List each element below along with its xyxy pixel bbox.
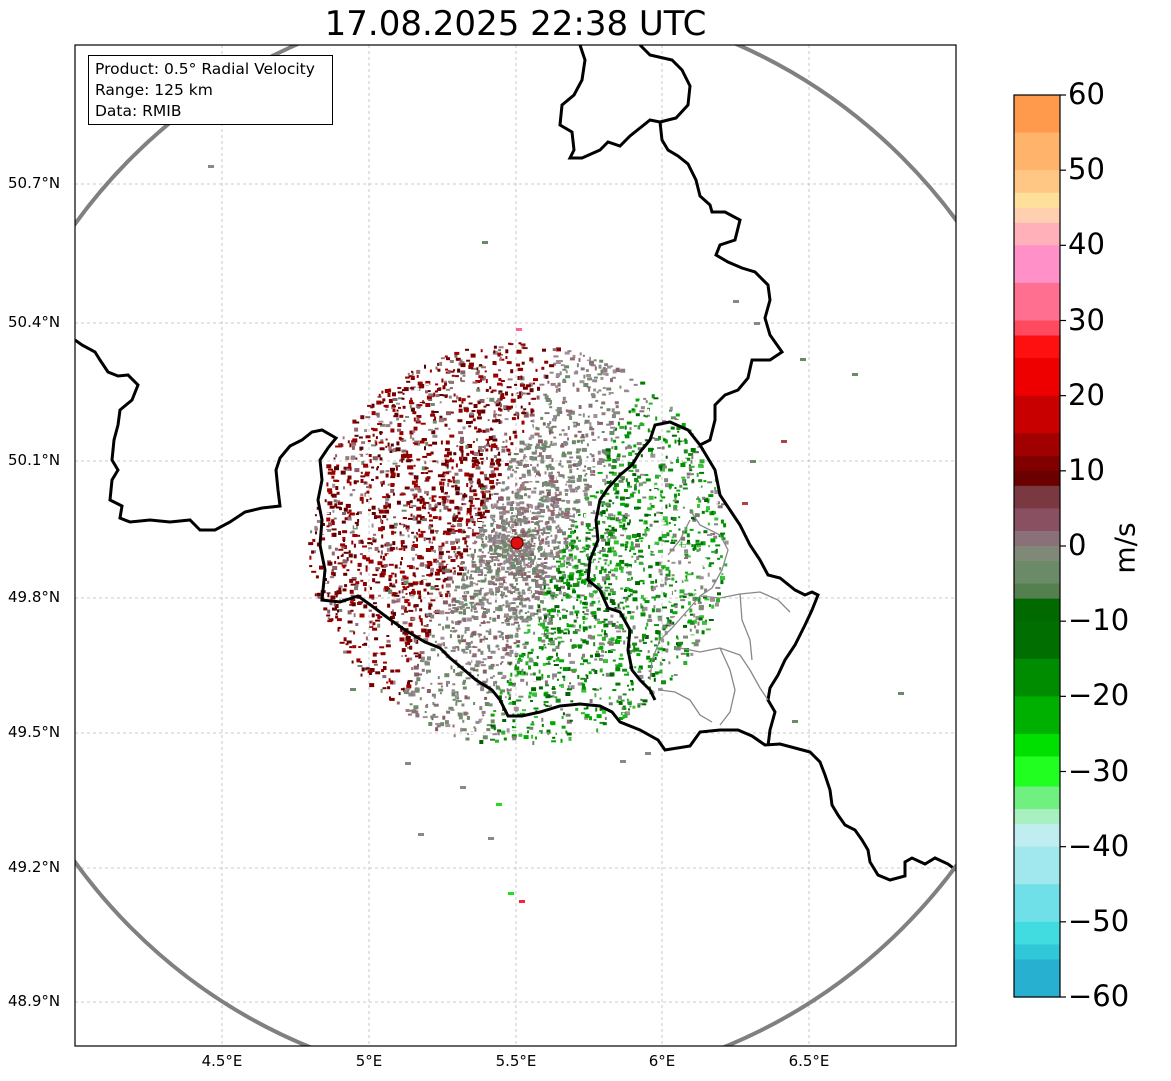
lat-label-2: 50.1°N — [8, 451, 61, 469]
germany-north-border — [638, 45, 692, 124]
colorbar-tick-label: 40 — [1068, 227, 1105, 262]
lat-label-4: 49.5°N — [8, 723, 61, 741]
colorbar-unit-label: m/s — [1108, 522, 1142, 574]
range-label: Range: 125 km — [95, 81, 213, 99]
lat-label-6: 48.9°N — [8, 992, 61, 1010]
colorbar-tick-label: −50 — [1068, 903, 1130, 938]
colorbar-tick-label: 30 — [1068, 302, 1105, 337]
map-frame — [74, 44, 957, 1047]
belgium-france-border — [75, 338, 956, 882]
lat-label-5: 49.2°N — [8, 858, 61, 876]
lat-label-3: 49.8°N — [8, 588, 61, 606]
colorbar-tick-label: 0 — [1068, 528, 1087, 562]
lon-label-4: 6.5°E — [788, 1052, 830, 1070]
lon-label-1: 5°E — [355, 1052, 383, 1070]
lon-label-3: 6°E — [648, 1052, 676, 1070]
colorbar-tick-label: −40 — [1068, 828, 1130, 863]
colorbar-tick-label: −10 — [1068, 603, 1130, 638]
product-label: Product: 0.5° Radial Velocity — [95, 60, 315, 78]
germany-border-east — [698, 444, 820, 747]
country-borders — [75, 45, 956, 882]
regional-borders — [649, 509, 791, 726]
colorbar-tick-label: 20 — [1068, 377, 1105, 412]
lat-label-0: 50.7°N — [8, 174, 61, 192]
velocity-echoes — [208, 165, 904, 903]
lon-label-2: 5.5°E — [495, 1052, 537, 1070]
lon-label-0: 4.5°E — [201, 1052, 243, 1070]
colorbar-tick-label: 60 — [1068, 77, 1105, 111]
colorbar-tick-label: −20 — [1068, 678, 1130, 713]
germany-lux-border — [558, 45, 785, 701]
colorbar-tick-label: 50 — [1068, 152, 1105, 187]
colorbar-ticks — [1060, 94, 1066, 998]
data-source-label: Data: RMIB — [95, 102, 182, 120]
lat-label-1: 50.4°N — [8, 313, 61, 331]
colorbar-tick-label: −60 — [1068, 979, 1130, 1013]
colorbar-tick-label: −30 — [1068, 753, 1130, 788]
product-info-box: Product: 0.5° Radial Velocity Range: 125… — [88, 55, 333, 125]
colorbar-tick-label: 10 — [1068, 452, 1105, 487]
page-title: 17.08.2025 22:38 UTC — [324, 4, 707, 44]
colorbar — [1014, 95, 1060, 998]
radar-site-marker — [510, 536, 524, 550]
